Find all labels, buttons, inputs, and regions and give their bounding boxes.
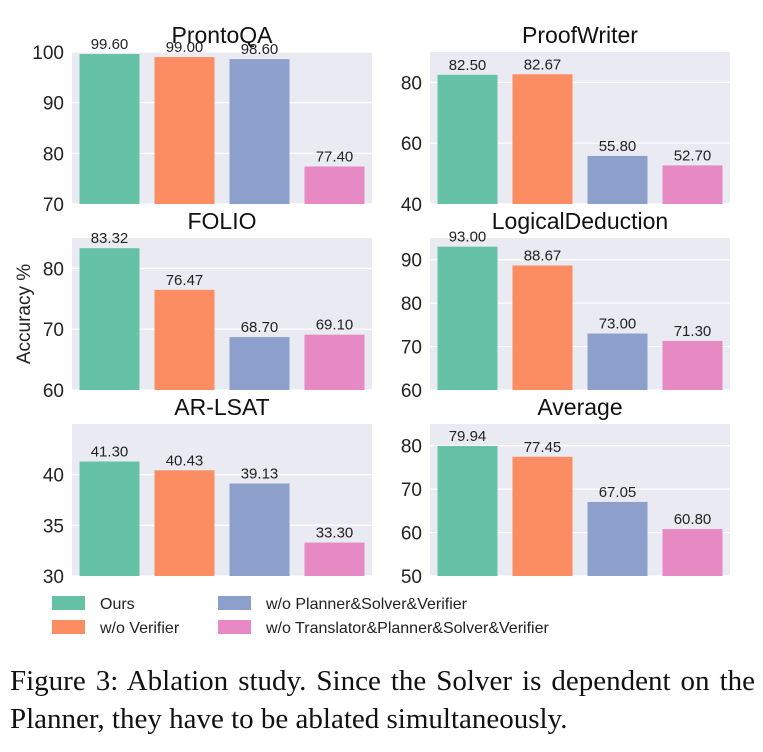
y-tick-label: 60 xyxy=(401,524,422,545)
y-tick-label: 70 xyxy=(43,195,64,216)
bar-wo-verifier xyxy=(154,470,215,576)
bar-wo-planner-solver-verifier xyxy=(587,333,648,390)
bar-wo-planner-solver-verifier xyxy=(229,59,290,204)
subplot-title: AR-LSAT xyxy=(174,394,269,420)
bar-value-label: 52.70 xyxy=(674,147,712,164)
y-tick-label: 90 xyxy=(43,94,64,115)
subplot-average: 50 60 70 80 79.94 77.45 67.05 60.80 Average xyxy=(401,394,730,588)
figure-caption: Figure 3: Ablation study. Since the Solv… xyxy=(10,665,755,735)
y-tick-label: 80 xyxy=(43,259,64,280)
bar-value-label: 82.67 xyxy=(524,56,562,73)
subplot-prontoqa: 70 80 90 100 99.60 99.00 98.60 77.40 ProntoQA xyxy=(32,22,372,216)
bar-ours xyxy=(437,246,498,390)
y-tick-label: 80 xyxy=(401,294,422,315)
bar-wo-verifier xyxy=(154,289,215,390)
y-tick-label: 80 xyxy=(401,73,422,94)
bar-ours xyxy=(79,461,140,576)
bar-wo-verifier xyxy=(512,265,573,390)
bar-value-label: 68.70 xyxy=(241,319,279,336)
subplot-logicaldeduction: 60 70 80 90 93.00 88.67 73.00 71.30 LogicalDeduc… xyxy=(401,208,730,402)
bar-value-label: 77.45 xyxy=(524,439,562,456)
y-tick-label: 80 xyxy=(401,437,422,458)
bar-wo-planner-solver-verifier xyxy=(587,501,648,576)
bar-value-label: 41.30 xyxy=(91,443,129,460)
bar-value-label: 82.50 xyxy=(449,57,487,74)
bar-value-label: 55.80 xyxy=(599,138,637,155)
bar-wo-planner-solver-verifier xyxy=(229,337,290,390)
subplot-title: FOLIO xyxy=(187,208,256,234)
bar-value-label: 67.05 xyxy=(599,484,637,501)
y-tick-label: 50 xyxy=(401,567,422,588)
y-tick-label: 90 xyxy=(401,251,422,272)
bar-value-label: 40.43 xyxy=(166,452,204,469)
y-axis-label: Accuracy % xyxy=(14,264,35,364)
y-tick-label: 70 xyxy=(401,338,422,359)
bar-value-label: 88.67 xyxy=(524,247,562,264)
bar-value-label: 33.30 xyxy=(316,525,354,542)
bar-value-label: 83.32 xyxy=(91,230,129,247)
bar-value-label: 39.13 xyxy=(241,465,279,482)
subplot-folio: 60 70 80 83.32 76.47 68.70 69.10 FOLIO Accuracy … xyxy=(14,208,372,402)
bar-wo-verifier xyxy=(512,456,573,576)
y-tick-label: 60 xyxy=(43,381,64,402)
bar-value-label: 79.94 xyxy=(449,428,487,445)
y-tick-label: 40 xyxy=(43,466,64,487)
legend-label: w/o Translator&Planner&Solver&Verifier xyxy=(265,620,549,637)
bar-wo-planner-solver-verifier xyxy=(587,155,648,204)
bar-value-label: 93.00 xyxy=(449,229,487,246)
legend: Ours w/o Verifier w/o Planner&Solver&Verif… xyxy=(52,596,549,637)
bar-wo-verifier xyxy=(512,74,573,204)
bar-wo-verifier xyxy=(154,57,215,204)
bar-value-label: 98.60 xyxy=(241,41,279,58)
y-tick-label: 70 xyxy=(43,320,64,341)
bar-wo-translator-planner-solver-verifier xyxy=(304,334,365,390)
subplot-title: ProntoQA xyxy=(172,22,274,48)
bar-wo-translator-planner-solver-verifier xyxy=(662,340,723,390)
bar-value-label: 99.60 xyxy=(91,36,129,53)
bar-value-label: 71.30 xyxy=(674,323,712,340)
bar-ours xyxy=(437,74,498,204)
bar-wo-translator-planner-solver-verifier xyxy=(304,542,365,576)
bar-value-label: 76.47 xyxy=(166,272,204,289)
bar-value-label: 99.00 xyxy=(166,39,204,56)
bar-wo-planner-solver-verifier xyxy=(229,483,290,576)
y-tick-label: 70 xyxy=(401,480,422,501)
bar-ours xyxy=(437,445,498,576)
bar-wo-translator-planner-solver-verifier xyxy=(304,166,365,204)
bar-wo-translator-planner-solver-verifier xyxy=(662,165,723,204)
legend-label: w/o Verifier xyxy=(99,620,180,637)
bar-value-label: 73.00 xyxy=(599,316,637,333)
y-tick-label: 100 xyxy=(32,43,64,64)
subplot-title: Average xyxy=(537,394,622,420)
y-tick-label: 35 xyxy=(43,516,64,537)
legend-swatch-wo-verifier xyxy=(52,620,85,634)
legend-swatch-ours xyxy=(52,596,85,610)
bar-ours xyxy=(79,54,140,204)
y-tick-label: 40 xyxy=(401,195,422,216)
subplot-title: LogicalDeduction xyxy=(492,208,668,234)
legend-swatch-wo-planner-solver-verifier xyxy=(218,596,251,610)
subplot-proofwriter: 40 60 80 82.50 82.67 55.80 52.70 ProofWriter xyxy=(401,22,730,216)
bar-ours xyxy=(79,248,140,390)
y-tick-label: 80 xyxy=(43,144,64,165)
legend-swatch-wo-translator-planner-solver-verifier xyxy=(218,620,251,634)
bar-value-label: 77.40 xyxy=(316,149,354,166)
subplot-ar-lsat: 30 35 40 41.30 40.43 39.13 33.30 AR-LSAT xyxy=(43,394,372,588)
bar-value-label: 69.10 xyxy=(316,317,354,334)
legend-label: Ours xyxy=(100,596,135,613)
y-tick-label: 60 xyxy=(401,381,422,402)
legend-label: w/o Planner&Solver&Verifier xyxy=(265,596,468,613)
y-tick-label: 30 xyxy=(43,567,64,588)
subplot-title: ProofWriter xyxy=(522,22,638,48)
bar-value-label: 60.80 xyxy=(674,511,712,528)
y-tick-label: 60 xyxy=(401,134,422,155)
bar-wo-translator-planner-solver-verifier xyxy=(662,529,723,576)
